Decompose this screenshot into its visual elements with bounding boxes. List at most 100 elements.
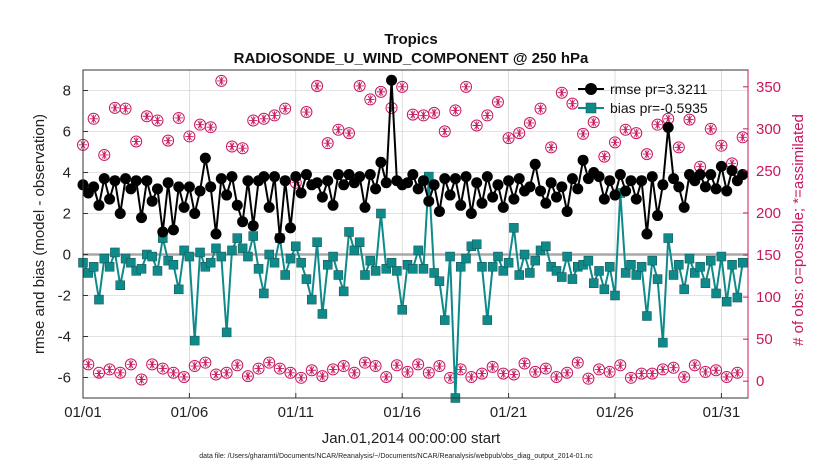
obs-assimilated-marker <box>296 373 306 383</box>
bias-point <box>301 274 312 284</box>
right-axis-label: # of obs: o=possible; *=assimilated <box>790 114 807 346</box>
obs-possible-marker <box>140 110 153 123</box>
obs-assimilated-marker <box>387 103 396 113</box>
obs-possible-marker <box>204 121 217 134</box>
rmse-point <box>577 154 589 166</box>
rmse-point <box>449 173 461 185</box>
obs-possible-marker <box>279 102 292 115</box>
rmse-point <box>620 185 632 197</box>
obs-assimilated-marker <box>578 129 588 139</box>
rmse-point <box>444 189 456 201</box>
x-tick-label: 01/31 <box>703 404 741 421</box>
obs-assimilated-marker <box>573 358 582 367</box>
rmse-point <box>364 169 376 181</box>
bias-point <box>668 270 679 280</box>
rmse-point <box>380 177 392 189</box>
rmse-point <box>322 175 334 187</box>
obs-assimilated-marker <box>440 127 449 136</box>
obs-assimilated-marker <box>546 143 556 152</box>
bias-point <box>312 237 322 247</box>
obs-assimilated-marker <box>376 87 386 97</box>
obs-assimilated-marker <box>717 141 726 150</box>
bias-point <box>434 276 445 286</box>
obs-assimilated-marker <box>509 370 519 379</box>
obs-possible-marker <box>364 93 377 106</box>
rmse-point <box>98 173 110 185</box>
rmse-point <box>630 193 642 205</box>
obs-assimilated-marker <box>552 372 561 382</box>
obs-assimilated-marker <box>637 369 646 378</box>
obs-assimilated-marker <box>190 361 199 371</box>
obs-possible-marker <box>199 356 212 369</box>
obs-assimilated-marker <box>499 369 508 378</box>
bias-point <box>285 253 296 264</box>
obs-assimilated-marker <box>360 358 370 367</box>
bias-point <box>248 231 258 241</box>
bias-point <box>370 266 381 276</box>
obs-assimilated-marker <box>711 366 721 375</box>
obs-assimilated-marker <box>132 137 141 146</box>
rmse-point <box>327 199 339 211</box>
rmse-point <box>130 175 142 187</box>
x-tick-label: 01/21 <box>490 404 528 421</box>
bias-point <box>721 296 732 307</box>
rmse-point <box>263 201 275 213</box>
bias-point <box>291 241 301 252</box>
obs-assimilated-marker <box>488 362 497 372</box>
rmse-point <box>673 181 685 193</box>
obs-possible-marker <box>513 127 526 140</box>
rmse-point <box>715 160 727 172</box>
bias-point <box>211 243 221 254</box>
obs-assimilated-marker <box>174 113 183 123</box>
obs-possible-marker <box>486 360 499 373</box>
obs-possible-marker <box>534 102 547 115</box>
rmse-point <box>492 179 504 191</box>
obs-assimilated-marker <box>350 368 359 377</box>
obs-assimilated-marker <box>238 144 247 153</box>
left-axis-label: rmse and bias (model - observation) <box>31 114 48 354</box>
obs-possible-marker <box>114 366 127 379</box>
obs-assimilated-marker <box>355 81 364 91</box>
obs-possible-marker <box>374 85 387 98</box>
obs-assimilated-marker <box>541 364 551 373</box>
bias-point <box>658 337 668 348</box>
obs-possible-marker <box>124 358 137 371</box>
obs-possible-marker <box>130 135 143 148</box>
rmse-point <box>455 199 467 211</box>
obs-assimilated-marker <box>371 361 380 371</box>
obs-assimilated-marker <box>610 138 620 147</box>
bias-point <box>594 266 604 276</box>
bias-point <box>386 257 397 268</box>
x-axis-label: Jan.01,2014 00:00:00 start <box>322 430 501 447</box>
obs-possible-marker <box>353 79 366 92</box>
bias-point <box>455 262 466 272</box>
obs-assimilated-marker <box>121 104 130 113</box>
obs-assimilated-marker <box>690 361 699 370</box>
bias-point <box>429 268 439 278</box>
rmse-point <box>604 175 616 187</box>
bias-point <box>381 264 391 274</box>
bias-point <box>354 237 365 247</box>
rmse-point <box>412 183 424 195</box>
bias-point <box>152 266 163 276</box>
obs-possible-marker <box>683 113 696 126</box>
left-tick-label: -4 <box>58 329 71 346</box>
obs-possible-marker <box>731 366 744 379</box>
obs-assimilated-marker <box>738 133 747 142</box>
obs-assimilated-marker <box>695 162 705 171</box>
obs-possible-marker <box>188 360 201 373</box>
rmse-point <box>295 187 307 199</box>
obs-possible-marker <box>545 141 558 154</box>
obs-possible-marker <box>710 364 723 377</box>
obs-possible-marker <box>300 106 313 119</box>
rmse-point <box>221 189 233 201</box>
bias-point <box>461 253 471 264</box>
obs-assimilated-marker <box>142 112 152 121</box>
bias-point <box>477 262 487 272</box>
obs-assimilated-marker <box>679 372 689 382</box>
obs-assimilated-marker <box>270 111 279 120</box>
obs-possible-marker <box>672 141 685 154</box>
obs-assimilated-marker <box>147 360 157 369</box>
obs-assimilated-marker <box>116 368 125 377</box>
rmse-point <box>210 228 222 240</box>
